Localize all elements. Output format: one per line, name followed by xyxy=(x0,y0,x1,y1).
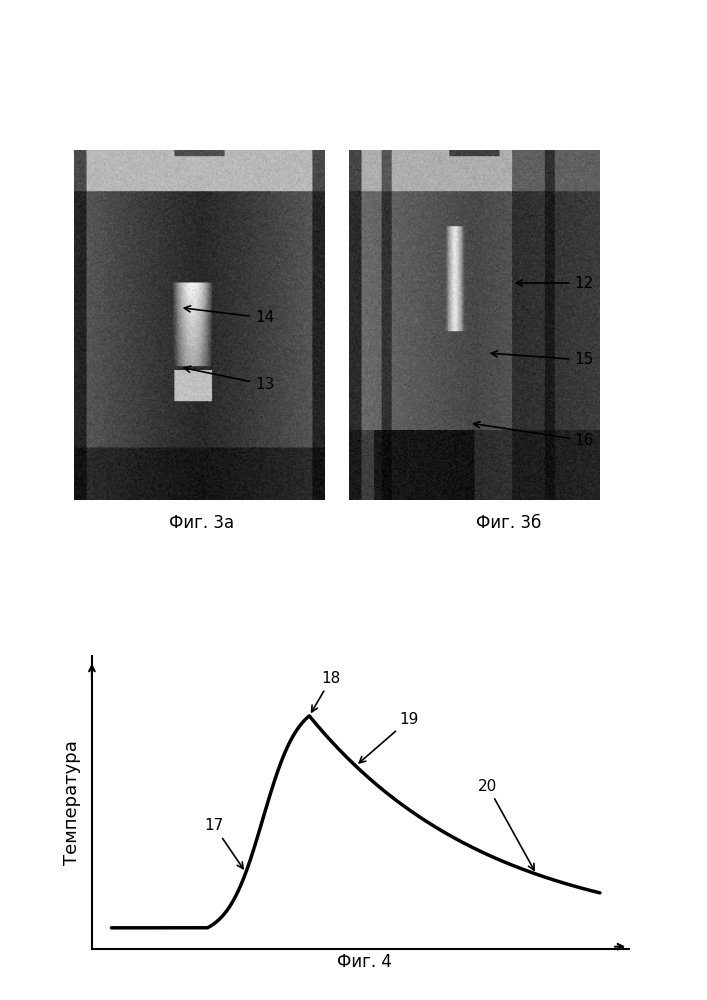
Text: Время: Время xyxy=(334,916,394,934)
Text: 14: 14 xyxy=(185,306,274,326)
Text: Фиг. 4: Фиг. 4 xyxy=(337,953,392,971)
Text: Фиг. 3б: Фиг. 3б xyxy=(477,514,542,532)
Text: Фиг. 3а: Фиг. 3а xyxy=(169,514,234,532)
Text: 15: 15 xyxy=(491,351,594,367)
Text: 13: 13 xyxy=(185,366,274,392)
Text: 12: 12 xyxy=(516,275,594,290)
Text: 16: 16 xyxy=(474,422,594,448)
